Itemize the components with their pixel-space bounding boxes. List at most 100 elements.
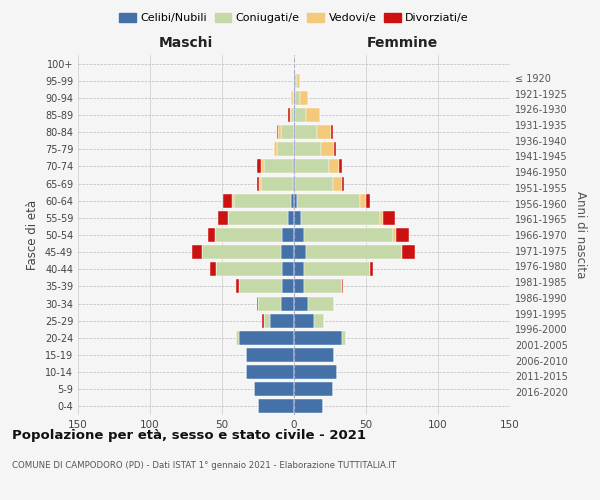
- Bar: [257, 176, 259, 190]
- Bar: [329, 160, 338, 173]
- Bar: [304, 228, 394, 242]
- Bar: [297, 74, 300, 88]
- Bar: [293, 160, 294, 173]
- Bar: [288, 211, 294, 225]
- Bar: [239, 280, 283, 293]
- Bar: [281, 245, 294, 259]
- Bar: [277, 125, 278, 139]
- Bar: [281, 296, 294, 310]
- Bar: [294, 400, 323, 413]
- Bar: [294, 348, 334, 362]
- Bar: [261, 160, 264, 173]
- Bar: [254, 382, 294, 396]
- Bar: [247, 348, 294, 362]
- Text: Femmine: Femmine: [367, 36, 437, 50]
- Bar: [281, 125, 294, 139]
- Bar: [370, 262, 373, 276]
- Bar: [288, 108, 290, 122]
- Bar: [294, 160, 295, 173]
- Bar: [338, 160, 341, 173]
- Bar: [264, 160, 293, 173]
- Text: Popolazione per età, sesso e stato civile - 2021: Popolazione per età, sesso e stato civil…: [12, 430, 366, 442]
- Bar: [294, 91, 295, 105]
- Bar: [215, 228, 283, 242]
- Text: COMUNE DI CAMPODORO (PD) - Dati ISTAT 1° gennaio 2021 - Elaborazione TUTTITALIA.: COMUNE DI CAMPODORO (PD) - Dati ISTAT 1°…: [12, 461, 396, 470]
- Bar: [291, 108, 294, 122]
- Bar: [295, 91, 300, 105]
- Bar: [257, 296, 258, 310]
- Bar: [294, 56, 295, 70]
- Bar: [341, 176, 344, 190]
- Bar: [308, 296, 334, 310]
- Bar: [294, 176, 295, 190]
- Bar: [239, 331, 294, 345]
- Bar: [294, 296, 308, 310]
- Bar: [295, 142, 322, 156]
- Bar: [402, 245, 415, 259]
- Bar: [341, 280, 343, 293]
- Bar: [294, 142, 295, 156]
- Bar: [294, 280, 304, 293]
- Bar: [294, 262, 304, 276]
- Y-axis label: Anni di nascita: Anni di nascita: [574, 192, 587, 278]
- Bar: [236, 331, 239, 345]
- Bar: [360, 194, 366, 207]
- Bar: [258, 400, 294, 413]
- Bar: [293, 176, 294, 190]
- Bar: [294, 228, 304, 242]
- Bar: [380, 211, 383, 225]
- Bar: [295, 125, 317, 139]
- Bar: [294, 211, 301, 225]
- Bar: [305, 108, 320, 122]
- Bar: [192, 245, 202, 259]
- Bar: [283, 262, 294, 276]
- Bar: [394, 228, 396, 242]
- Bar: [269, 314, 294, 328]
- Bar: [259, 176, 261, 190]
- Bar: [294, 108, 295, 122]
- Text: Maschi: Maschi: [159, 36, 213, 50]
- Bar: [295, 108, 305, 122]
- Bar: [211, 262, 216, 276]
- Bar: [283, 280, 294, 293]
- Legend: Celibi/Nubili, Coniugati/e, Vedovi/e, Divorziati/e: Celibi/Nubili, Coniugati/e, Vedovi/e, Di…: [115, 8, 473, 28]
- Bar: [294, 365, 337, 379]
- Bar: [334, 142, 336, 156]
- Bar: [341, 331, 346, 345]
- Bar: [291, 194, 294, 207]
- Bar: [261, 176, 293, 190]
- Bar: [333, 176, 341, 190]
- Bar: [294, 314, 314, 328]
- Bar: [247, 365, 294, 379]
- Bar: [202, 245, 281, 259]
- Bar: [291, 91, 293, 105]
- Bar: [216, 262, 283, 276]
- Bar: [297, 194, 360, 207]
- Bar: [228, 211, 288, 225]
- Bar: [218, 211, 228, 225]
- Bar: [396, 228, 409, 242]
- Bar: [264, 314, 269, 328]
- Bar: [293, 91, 294, 105]
- Bar: [294, 74, 295, 88]
- Bar: [258, 296, 281, 310]
- Bar: [236, 280, 239, 293]
- Bar: [304, 280, 341, 293]
- Bar: [305, 245, 402, 259]
- Bar: [262, 314, 264, 328]
- Bar: [295, 176, 333, 190]
- Bar: [294, 194, 297, 207]
- Bar: [257, 160, 261, 173]
- Bar: [233, 194, 291, 207]
- Bar: [290, 108, 291, 122]
- Bar: [317, 125, 331, 139]
- Bar: [274, 142, 277, 156]
- Bar: [314, 314, 324, 328]
- Bar: [208, 228, 215, 242]
- Bar: [232, 194, 233, 207]
- Bar: [294, 382, 333, 396]
- Bar: [300, 91, 308, 105]
- Bar: [277, 142, 294, 156]
- Bar: [223, 194, 232, 207]
- Bar: [301, 211, 380, 225]
